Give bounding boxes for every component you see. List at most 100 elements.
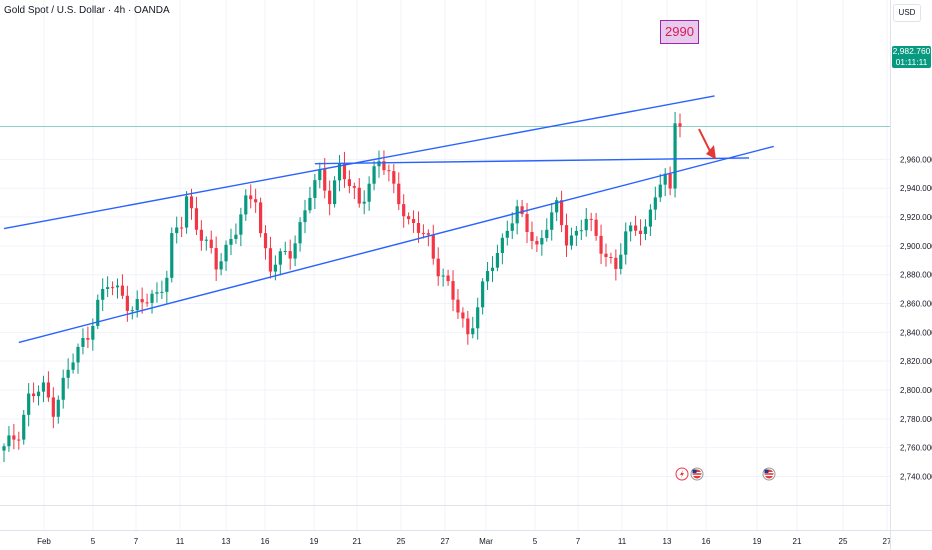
currency-button[interactable]: USD <box>893 4 921 22</box>
candle-body <box>66 369 70 378</box>
x-tick-label: Mar <box>479 537 493 546</box>
y-tick-label: 2,780.000 <box>900 415 932 424</box>
x-tick-label: 25 <box>397 537 406 546</box>
candle-body <box>150 293 154 303</box>
candle-body <box>135 299 139 311</box>
y-tick-label: 2,900.000 <box>900 242 932 251</box>
x-tick-label: 5 <box>91 537 96 546</box>
candle-body <box>337 163 342 181</box>
candle-body <box>61 377 65 400</box>
candle-body <box>7 435 11 447</box>
candle-body <box>530 232 534 241</box>
x-tick-label: 13 <box>222 537 231 546</box>
candle-body <box>239 214 243 235</box>
candle-body <box>559 200 564 226</box>
x-tick-label: Feb <box>37 537 51 546</box>
candle-body <box>451 281 455 300</box>
candle-body <box>214 248 218 270</box>
candle-body <box>249 195 253 200</box>
candle-body <box>387 170 391 172</box>
candle-body <box>505 230 509 238</box>
x-tick-label: 16 <box>261 537 270 546</box>
candle-body <box>184 196 189 228</box>
us-flag-stripe <box>764 472 774 474</box>
y-tick-label: 2,920.000 <box>900 213 932 222</box>
candle-body <box>323 169 327 191</box>
candle-body <box>258 202 263 234</box>
candle-body <box>96 299 100 326</box>
us-flag-stripe <box>692 472 702 474</box>
x-tick-label: 27 <box>441 537 450 546</box>
countdown-timer: 01:11:11 <box>895 57 928 67</box>
x-tick-label: 19 <box>310 537 319 546</box>
candle-body <box>540 238 544 245</box>
candle-body <box>485 271 490 282</box>
candle-body <box>189 196 194 209</box>
candle-body <box>263 233 268 249</box>
candle-body <box>579 230 583 232</box>
last-price-value: 2,982.760 <box>892 46 931 56</box>
chart-title: Gold Spot / U.S. Dollar · 4h · OANDA <box>4 5 170 16</box>
candle-body <box>140 299 144 303</box>
candle-body <box>224 244 228 262</box>
y-tick-label: 2,740.000 <box>900 473 932 482</box>
candle-body <box>500 237 504 254</box>
x-tick-label: 7 <box>576 537 581 546</box>
x-tick-label: 7 <box>134 537 139 546</box>
candle-body <box>446 275 450 282</box>
us-flag-stripe <box>764 474 774 476</box>
candle-body <box>328 190 332 205</box>
candle-body <box>76 346 80 363</box>
candle-body <box>510 223 514 231</box>
candle-body <box>36 391 41 397</box>
candle-body <box>411 219 416 223</box>
candle-body <box>2 446 6 451</box>
candle-body <box>599 235 603 254</box>
candle-body <box>81 338 85 347</box>
candle-body <box>234 234 238 239</box>
candle-body <box>604 253 608 258</box>
candle-body <box>555 200 559 213</box>
candle-body <box>22 414 26 440</box>
candle-body <box>377 161 381 167</box>
candle-body <box>125 295 129 311</box>
candle-body <box>293 243 297 259</box>
candle-body <box>56 399 60 417</box>
candle-body <box>564 225 569 246</box>
candle-body <box>466 318 470 335</box>
candle-body <box>476 307 480 329</box>
y-tick-label: 2,880.000 <box>900 271 932 280</box>
y-tick-label: 2,940.000 <box>900 184 932 193</box>
candle-body <box>550 212 554 230</box>
candle-body <box>471 328 475 335</box>
candle-body <box>392 171 396 184</box>
target-label[interactable]: 2990 <box>660 20 699 44</box>
candle-body <box>638 230 643 234</box>
candle-body <box>456 299 460 313</box>
candle-body <box>145 302 149 304</box>
candle-body <box>244 195 248 215</box>
candle-body <box>209 239 213 249</box>
candle-body <box>41 382 46 392</box>
candle-body <box>481 281 485 308</box>
candle-body <box>303 210 307 223</box>
candle-body <box>490 267 495 272</box>
candle-body <box>633 225 638 231</box>
y-tick-label: 2,760.000 <box>900 444 932 453</box>
candle-body <box>273 264 277 272</box>
candle-body <box>382 161 386 171</box>
candle-body <box>204 239 208 241</box>
candle-body <box>426 233 430 235</box>
us-flag-canton <box>764 469 769 473</box>
candle-body <box>288 251 292 259</box>
flash-glyph <box>680 470 684 478</box>
candle-body <box>545 229 549 239</box>
candle-body <box>594 219 598 236</box>
x-tick-label: 27 <box>883 537 892 546</box>
candle-body <box>584 218 588 231</box>
candle-body <box>313 180 317 198</box>
candle-body <box>101 288 105 300</box>
candle-body <box>653 197 657 210</box>
candle-body <box>86 338 90 340</box>
